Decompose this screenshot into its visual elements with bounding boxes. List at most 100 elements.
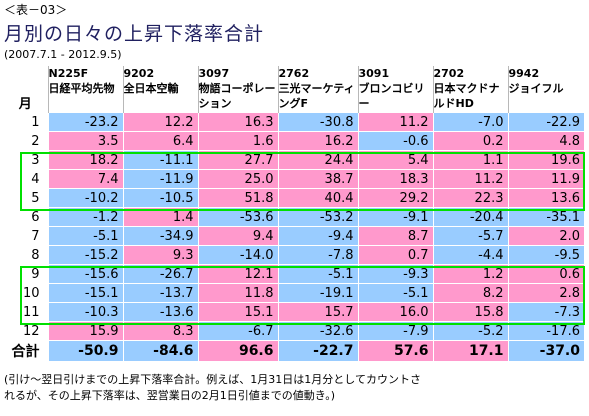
value-cell: 2.8	[507, 283, 584, 303]
value-cell: 1.1	[432, 150, 508, 170]
total-row: 合計 -50.9 -84.6 96.6 -22.7 57.6 17.1 -37.0	[3, 340, 584, 361]
table-row: 10 -15.1 -13.7 11.8 -19.1 -5.1 8.2 2.8	[3, 283, 584, 303]
value-cell: -6.7	[197, 321, 278, 341]
value-cell: -9.1	[357, 207, 433, 227]
table-row: 6 -1.2 1.4 -53.6 -53.2 -9.1 -20.4 -35.1	[3, 207, 584, 227]
value-cell: 8.2	[432, 283, 508, 303]
table-row: 1 -23.2 12.2 16.3 -30.8 11.2 -7.0 -22.9	[3, 112, 584, 132]
value-cell: -13.6	[122, 302, 198, 322]
value-cell: 25.0	[197, 169, 278, 189]
month-cell: 12	[3, 321, 48, 341]
value-cell: 22.3	[432, 188, 508, 208]
total-label: 合計	[3, 340, 48, 361]
stock-code: 3097	[198, 67, 230, 80]
value-cell: 29.2	[357, 188, 433, 208]
value-cell: -4.4	[432, 245, 508, 265]
table-row: 5 -10.2 -10.5 51.8 40.4 29.2 22.3 13.6	[3, 188, 584, 208]
value-cell: 40.4	[277, 188, 358, 208]
stock-header: 3091 ブロンコビリー	[357, 66, 433, 113]
value-cell: 16.3	[197, 112, 278, 132]
value-cell: -53.6	[197, 207, 278, 227]
value-cell: 11.2	[357, 112, 433, 132]
stock-header: N225F 日経平均先物	[47, 66, 123, 113]
value-cell: -1.2	[47, 207, 123, 227]
value-cell: -17.6	[507, 321, 584, 341]
stock-name: 三光マーケティングF	[278, 82, 355, 110]
stock-name: ジョイフル	[508, 82, 564, 95]
month-cell: 3	[3, 150, 48, 170]
value-cell: 15.8	[432, 302, 508, 322]
value-cell: -22.7	[277, 340, 358, 361]
table-row: 8 -15.2 9.3 -14.0 -7.8 0.7 -4.4 -9.5	[3, 245, 584, 265]
value-cell: -14.0	[197, 245, 278, 265]
month-cell: 7	[3, 226, 48, 246]
value-cell: 12.1	[197, 264, 278, 284]
stock-name: ブロンコビリー	[358, 82, 425, 110]
value-cell: -5.2	[432, 321, 508, 341]
value-cell: -11.9	[122, 169, 198, 189]
value-cell: 11.9	[507, 169, 584, 189]
stock-name: 日経平均先物	[48, 82, 115, 95]
value-cell: 8.3	[122, 321, 198, 341]
month-cell: 1	[3, 112, 48, 132]
month-cell: 10	[3, 283, 48, 303]
value-cell: -37.0	[507, 340, 584, 361]
value-cell: -53.2	[277, 207, 358, 227]
value-cell: 15.7	[277, 302, 358, 322]
value-cell: 13.6	[507, 188, 584, 208]
stock-code: 2702	[433, 67, 465, 80]
value-cell: 9.4	[197, 226, 278, 246]
header-row: 月 N225F 日経平均先物 9202 全日本空輸 3097 物語コーポレーション 2…	[3, 66, 584, 113]
value-cell: 17.1	[432, 340, 508, 361]
value-cell: -10.2	[47, 188, 123, 208]
value-cell: -15.1	[47, 283, 123, 303]
table-label: ＜表－03＞	[4, 3, 68, 17]
value-cell: -26.7	[122, 264, 198, 284]
value-cell: 0.6	[507, 264, 584, 284]
value-cell: 0.7	[357, 245, 433, 265]
value-cell: 7.4	[47, 169, 123, 189]
value-cell: -5.1	[277, 264, 358, 284]
stock-code: 2762	[278, 67, 310, 80]
value-cell: -15.2	[47, 245, 123, 265]
value-cell: -7.3	[507, 302, 584, 322]
stock-code: 9942	[508, 67, 540, 80]
value-cell: -13.7	[122, 283, 198, 303]
period-range: (2007.7.1 - 2012.9.5)	[4, 48, 122, 61]
value-cell: -5.1	[47, 226, 123, 246]
value-cell: -5.7	[432, 226, 508, 246]
value-cell: -7.8	[277, 245, 358, 265]
table-row: 2 3.5 6.4 1.6 16.2 -0.6 0.2 4.8	[3, 131, 584, 151]
value-cell: 1.2	[432, 264, 508, 284]
monthly-return-table: 月 N225F 日経平均先物 9202 全日本空輸 3097 物語コーポレーション 2…	[3, 66, 584, 361]
value-cell: -5.1	[357, 283, 433, 303]
stock-name: 全日本空輸	[123, 82, 179, 95]
value-cell: 2.0	[507, 226, 584, 246]
table-row: 7 -5.1 -34.9 9.4 -9.4 8.7 -5.7 2.0	[3, 226, 584, 246]
page-title: 月別の日々の上昇下落率合計	[4, 23, 265, 45]
value-cell: 18.3	[357, 169, 433, 189]
month-cell: 5	[3, 188, 48, 208]
month-cell: 11	[3, 302, 48, 322]
value-cell: 1.6	[197, 131, 278, 151]
stock-header: 2702 日本マクドナルドHD	[432, 66, 508, 113]
month-cell: 4	[3, 169, 48, 189]
table-row: 4 7.4 -11.9 25.0 38.7 18.3 11.2 11.9	[3, 169, 584, 189]
table-row: 12 15.9 8.3 -6.7 -32.6 -7.9 -5.2 -17.6	[3, 321, 584, 341]
value-cell: 4.8	[507, 131, 584, 151]
value-cell: -23.2	[47, 112, 123, 132]
value-cell: -84.6	[122, 340, 198, 361]
value-cell: 16.0	[357, 302, 433, 322]
footnote-line1: (引け～翌日引けまでの上昇下落率合計。例えば、1月31日は1月分としてカウントさ	[4, 373, 421, 386]
value-cell: -15.6	[47, 264, 123, 284]
value-cell: 51.8	[197, 188, 278, 208]
month-cell: 6	[3, 207, 48, 227]
value-cell: 15.1	[197, 302, 278, 322]
footnote: (引け～翌日引けまでの上昇下落率合計。例えば、1月31日は1月分としてカウントさ…	[4, 372, 589, 404]
highlight-box-sep-nov	[20, 266, 585, 325]
footnote-line2: れるが、その上昇下落率は、翌営業日の2月1日引値までの値動き。)	[4, 389, 336, 402]
highlight-box-mar-may	[20, 152, 585, 211]
value-cell: 15.9	[47, 321, 123, 341]
stock-name: 日本マクドナルドHD	[433, 82, 500, 110]
value-cell: 1.4	[122, 207, 198, 227]
